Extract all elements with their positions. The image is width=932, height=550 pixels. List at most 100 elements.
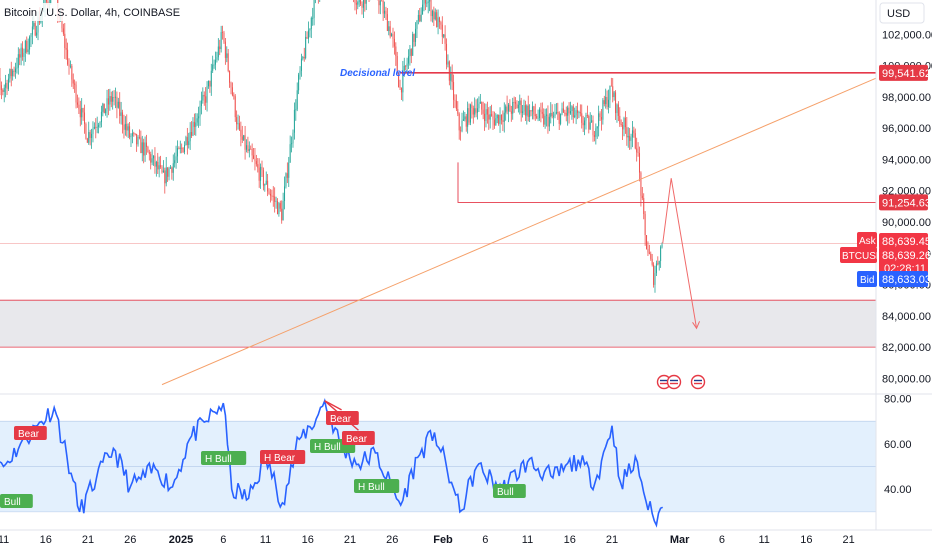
- candle-body: [644, 214, 646, 236]
- candle-body: [147, 146, 149, 153]
- candle-body: [96, 126, 98, 128]
- candle-body: [437, 17, 439, 28]
- rsi-pane[interactable]: Bear H Bull H Bear Bear H Bull Bear H Bull Bull…: [0, 398, 876, 528]
- price-tick-label: 90,000.00: [882, 217, 931, 229]
- bull-signal-label[interactable]: H Bull: [358, 482, 385, 493]
- candle-body: [86, 138, 88, 143]
- candle-body: [176, 148, 178, 157]
- candle-body: [69, 65, 71, 67]
- bull-signal-bg: [493, 484, 526, 498]
- bear-signal-label[interactable]: Bear: [18, 429, 40, 440]
- candle-body: [226, 53, 228, 58]
- candle-body: [193, 121, 195, 127]
- candle-body: [299, 70, 301, 75]
- bull-signal-label[interactable]: Bull: [497, 487, 514, 498]
- candle-body: [655, 263, 657, 274]
- candle-body: [289, 144, 291, 163]
- candle-body: [548, 116, 550, 127]
- candle-body: [524, 105, 526, 116]
- symbol-tag-bg: [840, 247, 877, 263]
- candle-body: [436, 12, 438, 28]
- candle-body: [520, 100, 522, 113]
- candle-body: [207, 80, 209, 87]
- candle-body: [443, 34, 445, 37]
- candle-body: [267, 180, 269, 192]
- bear-signal-label[interactable]: Bear: [330, 414, 352, 425]
- candle-body: [160, 165, 162, 167]
- bid-tag-bg: [857, 271, 877, 287]
- ask-tag: Ask: [859, 236, 877, 247]
- us-flag-event-icon[interactable]: [690, 374, 706, 390]
- candle-body: [295, 109, 297, 111]
- candle-body: [517, 104, 519, 109]
- candle-body: [264, 184, 266, 186]
- candle-body: [599, 113, 601, 118]
- rsi-axis[interactable]: 80.00 60.00 40.00: [884, 394, 912, 497]
- candle-body: [650, 253, 652, 259]
- candle-body: [619, 115, 621, 124]
- candle-body: [417, 14, 419, 21]
- candle-body: [537, 118, 539, 119]
- candle-body: [298, 74, 300, 91]
- price-pane[interactable]: [0, 0, 876, 348]
- projection-path[interactable]: [662, 178, 698, 329]
- candle-body: [206, 86, 208, 103]
- candle-body: [203, 94, 205, 97]
- currency-button[interactable]: [879, 2, 925, 24]
- candle-body: [7, 78, 9, 89]
- time-tick-label: 21: [344, 534, 356, 546]
- candle-body: [162, 170, 164, 173]
- time-tick-label: 6: [482, 534, 488, 546]
- bull-signal-label[interactable]: Bull: [4, 497, 21, 508]
- us-flag-event-icon[interactable]: [666, 374, 682, 390]
- bull-signal-label[interactable]: H Bull: [314, 442, 341, 453]
- candle-body: [20, 47, 22, 58]
- price-axis[interactable]: 102,000.00100,000.0098,000.0096,000.0094…: [840, 29, 932, 385]
- candle-body: [505, 106, 507, 113]
- bull-signal-label[interactable]: H Bull: [205, 454, 232, 465]
- price-tick-label: 82,000.00: [882, 342, 931, 354]
- candle-body: [388, 26, 390, 32]
- candle-body: [171, 167, 173, 173]
- candle-body: [141, 142, 143, 154]
- candle-body: [268, 191, 270, 194]
- time-axis[interactable]: 11 16 21 26 2025 6 11 16 21 26 Feb 6 11 16 21 Mar 6 11 16 2…: [0, 534, 855, 546]
- candle-body: [534, 114, 536, 117]
- candle-body: [98, 125, 100, 127]
- candle-body: [646, 235, 648, 249]
- candle-body: [260, 166, 262, 181]
- symbol-title[interactable]: Bitcoin / U.S. Dollar, 4h, COINBASE: [4, 7, 180, 19]
- candle-body: [586, 115, 588, 117]
- candle-body: [29, 36, 31, 50]
- bear-signal-label[interactable]: H Bear: [264, 453, 296, 464]
- price-tick-label: 84,000.00: [882, 311, 931, 323]
- candle-body: [24, 40, 26, 53]
- candle-body: [209, 80, 211, 87]
- trend-line[interactable]: [161, 77, 877, 386]
- candle-body: [243, 135, 245, 140]
- candle-body: [33, 23, 35, 27]
- candle-body: [464, 116, 466, 120]
- rsi-tick-label: 60.00: [884, 439, 912, 451]
- candle-body: [64, 33, 66, 49]
- time-tick-label: 16: [40, 534, 52, 546]
- bear-signal-label[interactable]: Bear: [346, 434, 368, 445]
- candle-body: [274, 196, 276, 202]
- candle-body: [275, 201, 277, 203]
- candle-body: [309, 28, 311, 31]
- candle-body: [519, 100, 521, 105]
- candle-body: [657, 263, 659, 265]
- candle-body: [409, 48, 411, 57]
- bear-signal-bg: [14, 426, 47, 440]
- candle-body: [481, 101, 483, 110]
- candle-body: [22, 47, 24, 57]
- candle-body: [216, 57, 218, 60]
- candle-body: [536, 116, 538, 119]
- candle-body: [488, 114, 490, 120]
- time-tick-label: 21: [843, 534, 855, 546]
- candle-body: [544, 115, 546, 125]
- candle-body: [543, 113, 545, 125]
- candle-body: [3, 87, 5, 93]
- support-level-line[interactable]: [457, 162, 876, 203]
